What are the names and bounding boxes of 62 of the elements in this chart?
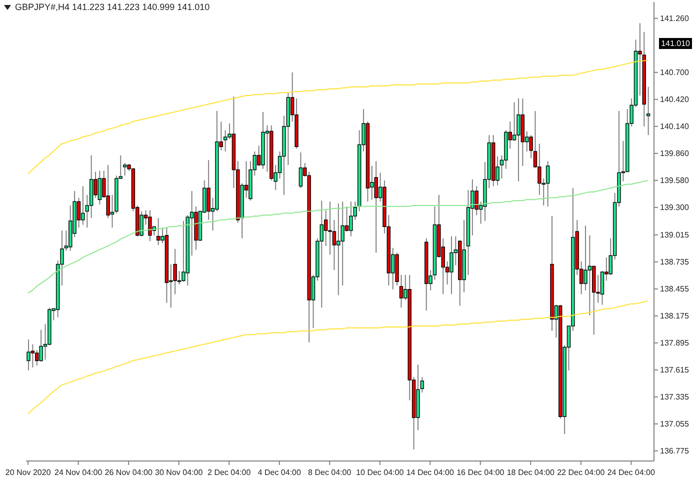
x-tick-label: 2 Dec 04:00 xyxy=(208,468,252,477)
y-tick-label: 138.735 xyxy=(660,258,690,267)
y-tick-label: 138.455 xyxy=(660,284,690,294)
x-tick-label: 20 Nov 2020 xyxy=(5,468,52,477)
candlestick xyxy=(122,162,127,176)
candlestick xyxy=(474,186,478,216)
candlestick xyxy=(450,236,454,295)
x-tick-label: 16 Dec 04:00 xyxy=(456,468,505,477)
candlestick xyxy=(512,102,516,142)
x-tick-label: 24 Nov 04:00 xyxy=(54,468,103,477)
candlestick xyxy=(516,98,520,182)
x-tick-label: 8 Dec 04:00 xyxy=(308,468,352,477)
text: 141.010 xyxy=(659,38,692,49)
x-tick-label: 14 Dec 04:00 xyxy=(406,468,454,477)
x-tick-label: 18 Dec 04:00 xyxy=(506,468,555,477)
candlestick xyxy=(324,210,328,246)
y-tick-label: 140.140 xyxy=(660,122,690,132)
candlestick xyxy=(26,339,30,371)
y-tick-label: 136.775 xyxy=(660,446,690,456)
x-tick-label: 26 Nov 04:00 xyxy=(104,468,153,477)
y-tick-label: 140.700 xyxy=(660,68,690,78)
candlestick xyxy=(320,200,324,308)
candlestick xyxy=(140,210,144,237)
candlestick xyxy=(332,219,336,271)
line-series xyxy=(28,180,648,294)
y-tick-label: 137.335 xyxy=(660,392,690,402)
candlestick xyxy=(81,186,85,226)
candlestick xyxy=(148,210,152,242)
y-tick-label: 139.860 xyxy=(660,149,690,158)
y-tick-label: 138.175 xyxy=(660,312,690,321)
x-tick-label: 22 Dec 04:00 xyxy=(557,468,606,477)
candlestick xyxy=(588,234,592,316)
x-tick-label: 4 Dec 04:00 xyxy=(258,468,302,477)
y-tick-label: 140.420 xyxy=(660,95,690,104)
candlestick xyxy=(106,164,110,218)
candlestick xyxy=(600,270,604,306)
y-tick-label: 139.580 xyxy=(660,176,690,186)
candlestick xyxy=(98,170,102,205)
candlestick xyxy=(35,350,39,366)
candlestick xyxy=(39,329,43,362)
line-series xyxy=(28,59,648,174)
y-tick-label: 139.300 xyxy=(660,203,690,212)
x-tick-label: 30 Nov 04:00 xyxy=(155,468,204,477)
y-tick-label: 141.260 xyxy=(660,14,690,24)
x-tick-label: 24 Dec 04:00 xyxy=(607,468,656,477)
y-tick-label: 139.015 xyxy=(660,230,690,240)
candlestick xyxy=(223,130,228,152)
candlestick xyxy=(374,160,378,254)
candlestick xyxy=(646,86,650,136)
chart-title: GBPJPY#,H4 141.223 141.223 140.999 141.010 xyxy=(15,2,210,12)
candlestick xyxy=(349,201,353,237)
candlestick xyxy=(336,203,340,296)
line-series xyxy=(28,300,648,414)
candlestick xyxy=(298,152,303,189)
candlestick xyxy=(546,160,550,207)
candlestick xyxy=(156,218,160,246)
y-tick-label: 137.615 xyxy=(660,366,690,375)
x-tick-label: 10 Dec 04:00 xyxy=(356,468,404,477)
candlestick xyxy=(30,344,35,368)
candlestick xyxy=(206,160,210,220)
y-tick-label: 137.055 xyxy=(660,420,690,429)
y-tick-label: 137.895 xyxy=(660,338,690,348)
